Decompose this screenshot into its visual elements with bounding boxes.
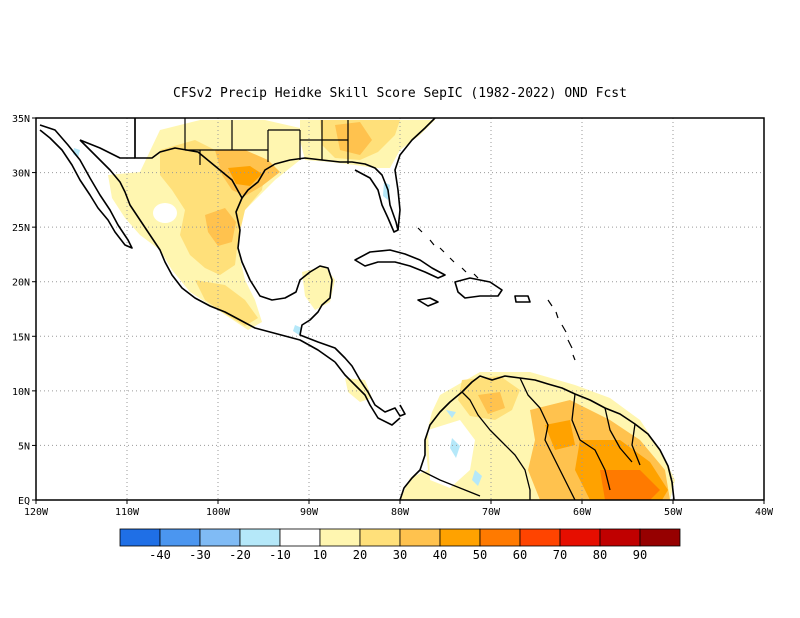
map-title: CFSv2 Precip Heidke Skill Score SepIC (1… [173,86,627,101]
colorbar-label: -20 [229,548,251,562]
shade-venezuela-negative [446,410,456,418]
lat-tick-label: 35N [12,114,30,125]
coast-atlantic-us [394,118,436,231]
colorbar-swatch [519,528,561,547]
colorbar-label: 80 [593,548,607,562]
lon-tick-label: 120W [24,507,49,518]
colorbar-swatch [559,528,601,547]
colorbar-swatch [239,528,281,547]
colorbar-label: 30 [393,548,407,562]
colorbar-label: 50 [473,548,487,562]
colorbar-swatch [359,528,401,547]
coast-hispaniola [454,277,503,299]
coast-texas-gulf [241,157,399,233]
lat-tick-label: 5N [18,441,30,452]
lon-tick-label: 90W [300,507,319,518]
colorbar-swatch [119,528,161,547]
lon-tick-label: 40W [755,507,774,518]
map-gridlines [36,118,764,500]
lat-tick-label: 25N [12,223,30,234]
coast-south-america [399,375,675,500]
colorbar-label: -30 [189,548,211,562]
shade-texas-core [228,166,262,186]
colorbar-label: 90 [633,548,647,562]
lon-tick-label: 100W [206,507,231,518]
colorbar-swatch [279,528,321,547]
coast-jamaica [417,297,439,307]
colorbar-label: -10 [269,548,291,562]
colorbar-swatch [599,528,641,547]
lon-tick-label: 50W [664,507,683,518]
coast-mexico-gulf [134,118,406,417]
coast-cuba [354,249,446,279]
colorbar-swatch [159,528,201,547]
colorbar-swatch [639,528,681,547]
colorbar-label: 20 [353,548,367,562]
coast-central-america-pacific [334,361,401,426]
coastlines [39,118,675,500]
shade-colombia-white [428,420,475,488]
shade-guiana-core [545,420,575,450]
border-states [134,118,349,165]
longitude-tick-labels: 120W 110W 100W 90W 80W 70W 60W 50W 40W [24,500,774,518]
lat-tick-label: 10N [12,387,30,398]
shade-brazil-core [600,470,660,500]
lon-tick-label: 60W [573,507,592,518]
colorbar-label: 70 [553,548,567,562]
colorbar-label: 40 [433,548,447,562]
colorbar-label: -40 [149,548,171,562]
lat-tick-label: EQ [18,496,30,507]
shade-yucatan [302,266,335,310]
coast-puerto-rico [514,295,531,303]
latitude-tick-labels: EQ 5N 10N 15N 20N 25N 30N 35N [12,114,36,507]
shade-mexico-white [153,203,177,223]
shade-central-america [345,378,372,402]
colorbar-swatch [479,528,521,547]
coast-lesser-antilles [547,299,576,361]
lon-tick-label: 70W [482,507,501,518]
colorbar-swatch [439,528,481,547]
border-south-america [419,377,641,500]
lon-tick-label: 80W [391,507,410,518]
colorbar-swatch [319,528,361,547]
coast-mexico-pacific [79,139,336,363]
shade-mexico-south [195,280,258,326]
colorbar-swatch [199,528,241,547]
colorbar: -40 -30 -20 -10 10 20 30 40 50 60 70 80 90 [119,528,681,562]
border-us-mexico [79,139,135,159]
lon-tick-label: 110W [115,507,140,518]
shade-baja-negative [73,148,80,158]
lat-tick-label: 30N [12,169,30,180]
lat-tick-label: 20N [12,278,30,289]
colorbar-label: 60 [513,548,527,562]
colorbar-label: 10 [313,548,327,562]
colorbar-swatch [399,528,441,547]
lat-tick-label: 15N [12,332,30,343]
coast-baja [39,124,133,249]
shade-colombia-negative [450,438,460,458]
coast-bahamas [417,227,479,279]
shade-gulf-core [335,122,372,155]
shade-colombia-negative-2 [472,470,482,486]
